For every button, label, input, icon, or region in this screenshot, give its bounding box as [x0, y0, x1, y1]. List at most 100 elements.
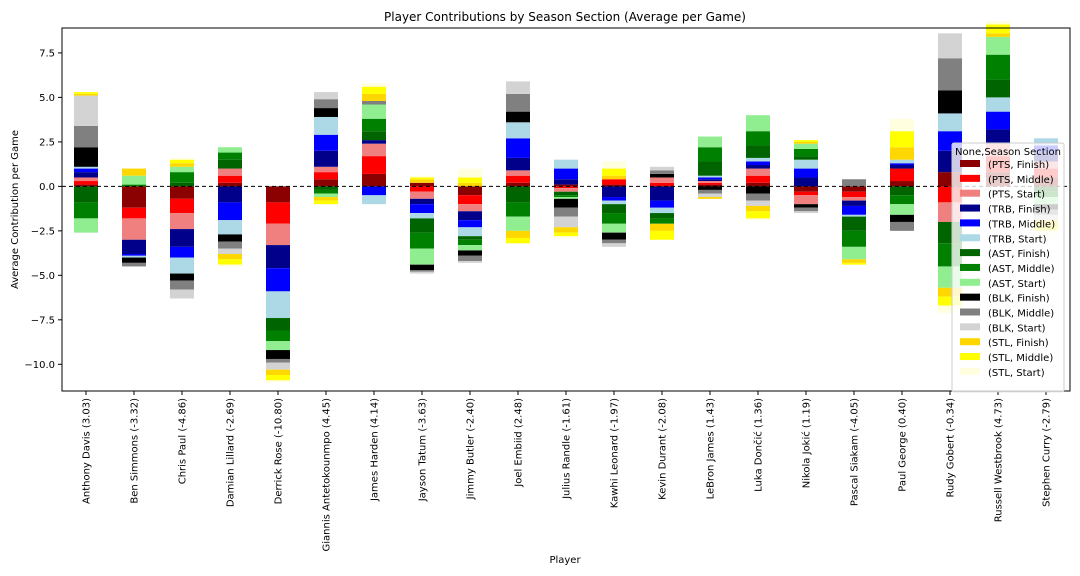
bar-segment	[794, 204, 818, 208]
bar-segment	[170, 257, 194, 274]
bar-segment	[794, 195, 818, 205]
bar-segment	[842, 186, 866, 192]
bar-segment	[554, 184, 578, 187]
bar-segment	[1034, 138, 1058, 146]
bar-segment	[410, 270, 434, 272]
bar-segment	[746, 205, 770, 212]
x-tick-label: Pascal Siakam (-4.05)	[850, 398, 861, 506]
x-tick-label: Joel Embiid (2.48)	[514, 398, 525, 488]
bar-segment	[794, 177, 818, 187]
bar-segment	[458, 177, 482, 183]
bar-segment	[746, 182, 770, 187]
bar-segment	[170, 246, 194, 258]
bar-segment	[602, 232, 626, 240]
legend-label: (STL, Middle)	[988, 353, 1053, 364]
bar-segment	[314, 197, 338, 201]
bar-segment	[746, 186, 770, 194]
bar-segment	[74, 186, 98, 203]
bar-segment	[410, 179, 434, 183]
bar-segment	[842, 200, 866, 206]
bar-segment	[170, 213, 194, 230]
bar-segment	[890, 195, 914, 205]
bar-segment	[74, 93, 98, 96]
y-tick-label: −5.0	[31, 271, 55, 282]
bar-segment	[650, 177, 674, 183]
bar-segment	[314, 193, 338, 198]
bar-segment	[506, 237, 530, 244]
x-tick-label: Ben Simmons (-3.32)	[130, 398, 141, 504]
legend: None,Season Section (PTS, Finish) (PTS, M…	[951, 142, 1065, 393]
bar-segment	[554, 227, 578, 233]
bar-segment	[890, 147, 914, 160]
y-tick-label: −10.0	[24, 360, 55, 371]
bar-segment	[170, 172, 194, 183]
bar-segment	[986, 97, 1010, 112]
bar-segment	[314, 179, 338, 187]
bar-segment	[122, 184, 146, 187]
bar-segment	[698, 181, 722, 183]
bar-segment	[362, 186, 386, 196]
bar-segment	[74, 166, 98, 169]
bar-segment	[410, 218, 434, 233]
bar-segment	[938, 33, 962, 59]
legend-swatch	[960, 353, 980, 361]
bar-segment	[122, 175, 146, 185]
bar-segment	[362, 83, 386, 87]
bar-segment	[554, 198, 578, 208]
legend-label: (BLK, Middle)	[988, 309, 1054, 320]
bar-segment	[122, 239, 146, 254]
bar-segment	[698, 175, 722, 178]
bar-segment	[746, 193, 770, 201]
bar-segment	[410, 264, 434, 270]
bar-segment	[698, 186, 722, 190]
bar-segment	[746, 131, 770, 146]
y-tick-label: 5.0	[39, 93, 55, 104]
bar-segment	[218, 159, 242, 169]
bar-segment	[794, 168, 818, 178]
bar-segment	[170, 186, 194, 199]
y-tick-label: 0.0	[39, 182, 55, 193]
legend-swatch	[960, 204, 980, 212]
bar-segment	[458, 255, 482, 262]
bar-segment	[842, 179, 866, 187]
bar-segment	[218, 264, 242, 267]
bar-segment	[890, 131, 914, 148]
bar-segment	[890, 163, 914, 166]
bar-segment	[74, 92, 98, 94]
bar-segment	[506, 175, 530, 183]
bar-segment	[170, 198, 194, 214]
bar-segment	[842, 214, 866, 217]
bar-segment	[698, 136, 722, 148]
bar-segment	[602, 197, 626, 201]
bar-segment	[650, 186, 674, 201]
legend-label: (TRB, Middle)	[988, 219, 1055, 230]
legend-swatch	[960, 278, 980, 286]
bar-segment	[122, 218, 146, 240]
bar-segment	[506, 202, 530, 217]
legend-label: (PTS, Finish)	[988, 160, 1049, 171]
bar-segment	[410, 213, 434, 219]
bar-segment	[74, 218, 98, 233]
bar-segment	[266, 186, 290, 203]
bar-segment	[218, 220, 242, 235]
bar-segment	[218, 152, 242, 160]
bar-segment	[362, 104, 386, 119]
bar-segment	[362, 131, 386, 141]
bar-segment	[410, 177, 434, 180]
bar-segment	[938, 287, 962, 297]
bar-segment	[554, 236, 578, 238]
bar-segment	[698, 193, 722, 198]
bar-segment	[266, 374, 290, 381]
bar-segment	[218, 182, 242, 187]
bar-segment	[938, 296, 962, 306]
legend-swatch	[960, 308, 980, 316]
bar-segment	[74, 184, 98, 187]
bar-segment	[506, 186, 530, 203]
bar-segment	[746, 168, 770, 176]
y-tick-label: −2.5	[31, 226, 55, 237]
bar-segment	[458, 186, 482, 196]
bar-segment	[266, 380, 290, 383]
bar-segment	[794, 207, 818, 212]
